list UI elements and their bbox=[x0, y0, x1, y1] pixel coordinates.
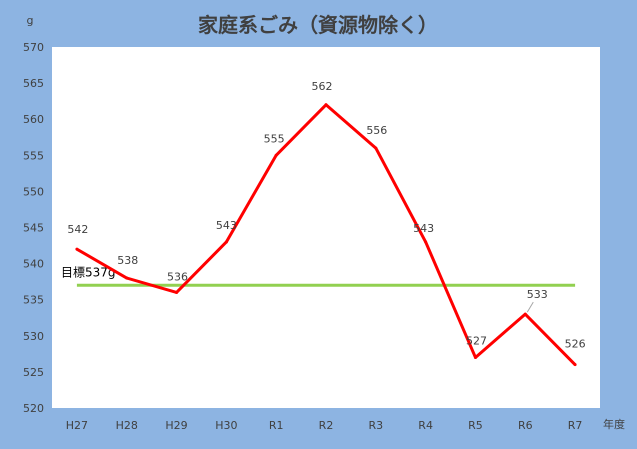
y-tick-label: 550 bbox=[23, 185, 44, 198]
y-tick-label: 565 bbox=[23, 77, 44, 90]
y-tick-label: 520 bbox=[23, 402, 44, 415]
data-point bbox=[125, 276, 129, 280]
data-label: 526 bbox=[565, 338, 586, 351]
y-tick-label: 540 bbox=[23, 258, 44, 271]
x-tick-label: H30 bbox=[215, 419, 237, 432]
x-tick-label: H27 bbox=[66, 419, 88, 432]
data-point bbox=[473, 355, 477, 359]
data-label: 542 bbox=[67, 223, 88, 236]
x-tick-labels: H27 H28 H29 H30 R1 R2 R3 R4 R5 R6 R7 bbox=[66, 419, 583, 432]
y-tick-label: 570 bbox=[23, 41, 44, 54]
x-tick-label: R1 bbox=[269, 419, 284, 432]
target-label: 目標537g bbox=[61, 265, 116, 279]
data-point bbox=[75, 247, 79, 251]
y-tick-label: 555 bbox=[23, 149, 44, 162]
chart-title: 家庭系ごみ（資源物除く） bbox=[198, 13, 438, 37]
data-label: 555 bbox=[264, 132, 285, 145]
x-tick-label: H28 bbox=[116, 419, 138, 432]
x-axis-unit: 年度 bbox=[603, 417, 625, 431]
plot-area bbox=[52, 47, 600, 408]
data-point bbox=[224, 240, 228, 244]
y-tick-label: 545 bbox=[23, 222, 44, 235]
y-tick-label: 535 bbox=[23, 294, 44, 307]
data-label: 527 bbox=[466, 334, 487, 347]
x-tick-label: R7 bbox=[568, 419, 583, 432]
data-label: 536 bbox=[167, 270, 188, 283]
data-point bbox=[324, 103, 328, 107]
x-tick-label: H29 bbox=[165, 419, 187, 432]
y-tick-label: 530 bbox=[23, 330, 44, 343]
data-label: 533 bbox=[527, 288, 548, 301]
data-point bbox=[523, 312, 527, 316]
data-label: 543 bbox=[413, 222, 434, 235]
y-axis-unit: g bbox=[27, 14, 34, 27]
data-label: 556 bbox=[366, 124, 387, 137]
x-tick-label: R4 bbox=[418, 419, 433, 432]
x-tick-label: R3 bbox=[368, 419, 383, 432]
data-label: 543 bbox=[216, 219, 237, 232]
data-point bbox=[424, 240, 428, 244]
x-tick-label: R6 bbox=[518, 419, 533, 432]
x-tick-label: R5 bbox=[468, 419, 483, 432]
y-tick-label: 560 bbox=[23, 113, 44, 126]
data-point bbox=[374, 146, 378, 150]
y-tick-labels: 520 525 530 535 540 545 550 555 560 565 570 bbox=[23, 41, 44, 415]
data-label-leader bbox=[526, 301, 534, 313]
series-group: 542 538 536 543 555 562 556 543 527 533 526 bbox=[67, 80, 586, 367]
y-tick-label: 525 bbox=[23, 366, 44, 379]
data-label: 538 bbox=[117, 254, 138, 267]
data-point bbox=[175, 290, 179, 294]
data-point bbox=[274, 153, 278, 157]
data-point bbox=[573, 363, 577, 367]
x-tick-label: R2 bbox=[319, 419, 334, 432]
data-label: 562 bbox=[312, 80, 333, 93]
